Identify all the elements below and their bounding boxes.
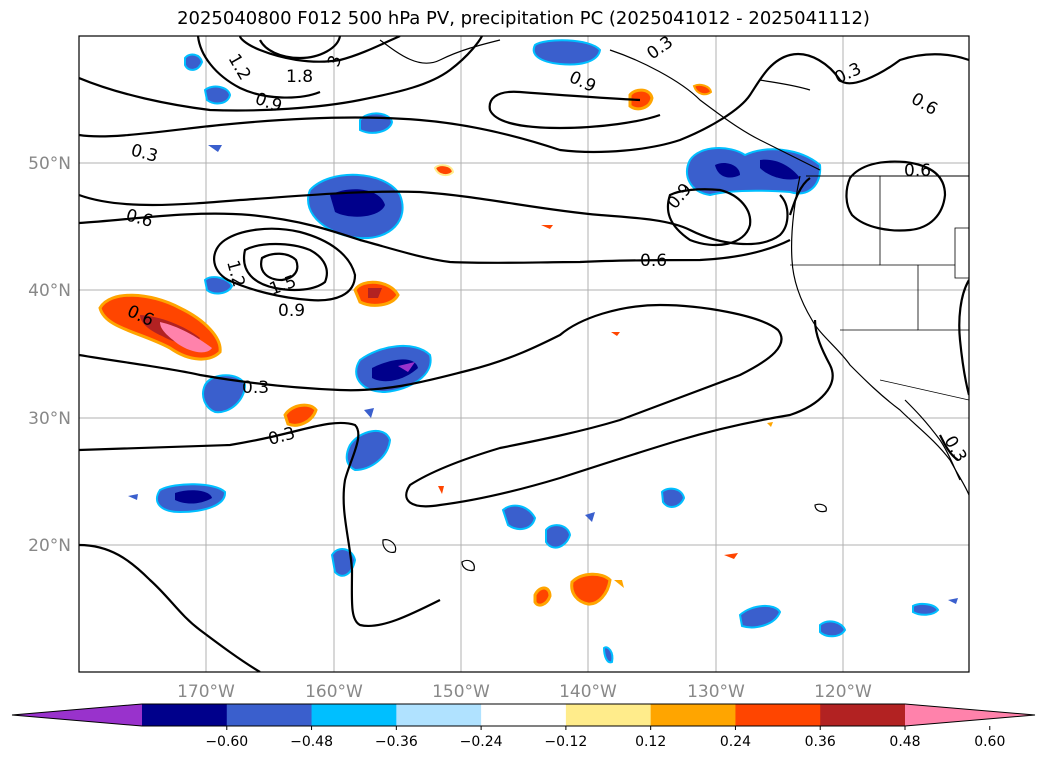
colorbar-outline — [11, 703, 1036, 727]
colorbar-tick-label: 0.48 — [889, 734, 920, 750]
lat-label: 20°N — [28, 536, 71, 556]
colorbar-segment — [650, 704, 736, 726]
colorbar-tick-label: 0.12 — [635, 734, 666, 750]
map-title: 2025040800 F012 500 hPa PV, precipitatio… — [177, 8, 870, 29]
colorbar-segment — [820, 704, 906, 726]
colorbar-segment — [565, 704, 652, 726]
colorbar-tick-label: 0.36 — [805, 734, 836, 750]
contour-label: 0.9 — [278, 301, 305, 321]
contour-label: 0.6 — [640, 251, 667, 271]
pv-contours — [79, 36, 969, 672]
lat-label: 50°N — [28, 154, 71, 174]
colorbar-tick-label: −0.12 — [544, 734, 587, 750]
colorbar-segment — [396, 704, 482, 726]
colorbar-tick-label: −0.36 — [375, 734, 418, 750]
precip-positive-areas — [98, 83, 773, 607]
colorbar-tick-label: −0.48 — [290, 734, 333, 750]
colorbar-segment — [142, 704, 228, 726]
contour-label: 0.3 — [242, 378, 269, 398]
colorbar-segment — [311, 704, 397, 726]
colorbar-tick-label: −0.24 — [460, 734, 503, 750]
colorbar-extend-min — [12, 704, 142, 726]
map-frame — [78, 35, 970, 673]
map-panel — [79, 36, 969, 672]
colorbar — [11, 703, 1036, 727]
lon-label: 120°W — [814, 682, 872, 702]
colorbar-segment — [481, 704, 567, 726]
colorbar-segment — [226, 704, 313, 726]
colorbar-ticks: −0.60 −0.48 −0.36 −0.24 −0.12 0.12 0.24 0.36 0.4… — [205, 726, 1005, 750]
lon-label: 150°W — [432, 682, 490, 702]
lon-label: 130°W — [687, 682, 745, 702]
colorbar-tick-label: 0.24 — [720, 734, 751, 750]
lon-label: 170°W — [177, 682, 235, 702]
lat-axis-labels: 50°N 40°N 30°N 20°N — [28, 154, 71, 556]
colorbar-segment — [735, 704, 821, 726]
precip-negative-areas — [128, 39, 958, 664]
lon-axis-labels: 170°W 160°W 150°W 140°W 130°W 120°W — [177, 682, 872, 702]
colorbar-tick-label: 0.60 — [974, 734, 1005, 750]
lat-label: 30°N — [28, 409, 71, 429]
colorbar-tick-label: −0.60 — [205, 734, 248, 750]
colorbar-extend-max — [905, 704, 1035, 726]
lon-label: 140°W — [559, 682, 617, 702]
lat-label: 40°N — [28, 281, 71, 301]
contour-label: 0.6 — [904, 161, 931, 181]
contour-label: 1.8 — [286, 67, 313, 87]
lon-label: 160°W — [305, 682, 363, 702]
